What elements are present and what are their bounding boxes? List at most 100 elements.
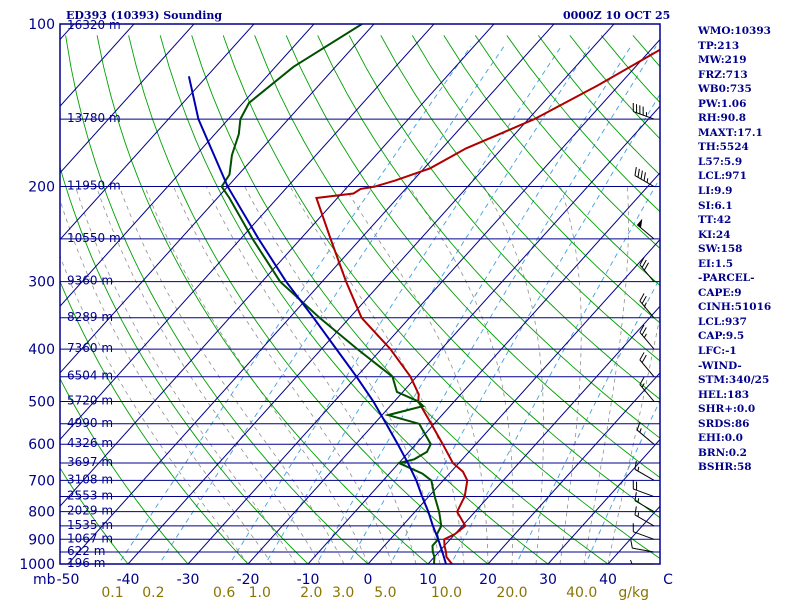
temperature-tick-label: -20 bbox=[237, 572, 260, 588]
wind-barb-staff bbox=[639, 264, 655, 282]
wind-barb-half-flag bbox=[646, 178, 649, 183]
dry-adiabat-line bbox=[411, 35, 660, 324]
isotherms bbox=[60, 24, 660, 564]
wind-barb-staff bbox=[634, 500, 655, 513]
wind-barb bbox=[634, 167, 655, 187]
moist-adiabat-line bbox=[60, 255, 249, 564]
wind-barb-flag bbox=[639, 352, 645, 361]
sounding-index-item: -PARCEL- bbox=[698, 272, 755, 285]
temperature-tick-label: -10 bbox=[297, 572, 320, 588]
height-label: 1535 m bbox=[67, 518, 113, 532]
temperature-tick-label: 20 bbox=[479, 572, 497, 588]
wind-barb bbox=[634, 506, 655, 527]
sounding-index-item: HEL:183 bbox=[698, 388, 750, 401]
wind-barb bbox=[636, 218, 655, 240]
height-label: 16320 m bbox=[67, 18, 121, 32]
sounding-index-item: CAP:9.5 bbox=[698, 330, 745, 343]
wind-barb-staff bbox=[636, 429, 655, 445]
mixing-ratio-line bbox=[347, 46, 657, 564]
wind-barb-staff bbox=[633, 531, 655, 540]
pressure-tick-label: 700 bbox=[28, 473, 55, 489]
sounding-index-item: L57:5.9 bbox=[698, 155, 743, 168]
wind-barb-flag bbox=[634, 492, 637, 501]
sounding-index-item: LCL:971 bbox=[698, 170, 747, 183]
mixing-ratio-label: 2.0 bbox=[300, 585, 322, 600]
moist-adiabat-line bbox=[408, 186, 514, 564]
isotherm-line bbox=[60, 24, 255, 241]
height-label: 10550 m bbox=[67, 231, 121, 245]
wind-barb-pennant bbox=[637, 218, 643, 228]
wind-barb bbox=[634, 492, 655, 513]
wind-barb-half-flag bbox=[639, 428, 642, 433]
mixing-ratio-line bbox=[117, 46, 472, 564]
sounding-index-item: -WIND- bbox=[698, 359, 742, 372]
mixing-ratio-line bbox=[515, 277, 660, 564]
wind-barb-flag bbox=[643, 172, 646, 181]
isotherm-line bbox=[67, 24, 555, 564]
wind-barb-flag bbox=[639, 324, 645, 333]
pressure-tick-label: 200 bbox=[28, 180, 55, 196]
wind-barbs bbox=[630, 103, 655, 565]
wind-barb bbox=[639, 293, 655, 319]
plot-frame bbox=[59, 23, 661, 565]
dry-adiabat-line bbox=[285, 35, 660, 479]
height-label: 2029 m bbox=[67, 504, 113, 518]
sounding-index-item: EHI:0.0 bbox=[698, 432, 743, 445]
sounding-index-item: RH:90.8 bbox=[698, 112, 747, 125]
sounding-time: 0000Z 10 OCT 25 bbox=[563, 9, 671, 22]
mixing-ratio-line bbox=[316, 46, 632, 564]
wind-barb-half-flag bbox=[637, 498, 640, 503]
wind-barb bbox=[634, 460, 655, 481]
temperature-tick-label: -40 bbox=[117, 572, 140, 588]
wind-barb bbox=[639, 324, 655, 350]
sounding-index-item: FRZ:713 bbox=[698, 68, 748, 81]
moist-adiabat-line bbox=[244, 186, 441, 564]
height-label: 4990 m bbox=[67, 416, 113, 430]
dry-adiabat-line bbox=[60, 280, 249, 564]
pressure-tick-label: 100 bbox=[28, 17, 55, 33]
dewpoint-line bbox=[220, 24, 443, 564]
wind-barb-flag bbox=[639, 376, 645, 385]
mixing-ratio-label: 0.1 bbox=[101, 585, 123, 600]
sounding-index-item: BRN:0.2 bbox=[698, 446, 747, 459]
wind-barb-staff bbox=[634, 175, 655, 187]
height-label: 4326 m bbox=[67, 436, 113, 450]
dry-adiabat-line bbox=[443, 35, 660, 287]
isotherm-line bbox=[547, 438, 660, 564]
sounding-index-item: TT:42 bbox=[698, 214, 732, 227]
mixing-ratio-line bbox=[450, 177, 660, 564]
wind-barb-half-flag bbox=[643, 302, 647, 307]
height-label: 622 m bbox=[67, 544, 105, 558]
wind-barb-half-flag bbox=[630, 559, 633, 565]
temperature-tick-label: 40 bbox=[599, 572, 617, 588]
wind-barb-flag bbox=[641, 327, 647, 336]
mixing-ratio-label: 20.0 bbox=[496, 585, 527, 600]
height-label: 2553 m bbox=[67, 489, 113, 503]
wind-barb-flag bbox=[637, 168, 640, 178]
pressure-tick-label: 900 bbox=[28, 532, 55, 548]
mixing-ratio-label: 5.0 bbox=[374, 585, 396, 600]
height-label: 6504 m bbox=[67, 369, 113, 383]
wind-barb-staff bbox=[633, 111, 655, 120]
isotherm-line bbox=[307, 172, 660, 564]
wind-barb bbox=[630, 559, 654, 565]
mixing-ratio-label: 1.0 bbox=[249, 585, 271, 600]
mixing-ratio-label: 3.0 bbox=[332, 585, 354, 600]
dry-adiabat-line bbox=[317, 35, 660, 439]
sounding-index-item: CINH:51016 bbox=[698, 301, 772, 314]
dry-adiabat-line bbox=[60, 377, 189, 564]
sounding-index-item: CAPE:9 bbox=[698, 286, 742, 299]
wind-barb-flag bbox=[634, 167, 637, 176]
sounding-index-item: LI:9.9 bbox=[698, 185, 733, 198]
wind-barb-half-flag bbox=[641, 383, 645, 388]
sounding-index-item: MAXT:17.1 bbox=[698, 126, 763, 139]
wind-barb-half-flag bbox=[637, 512, 640, 517]
moist-adiabat-line bbox=[60, 198, 273, 564]
wind-barb-flag bbox=[636, 421, 641, 431]
sounding-profiles bbox=[187, 24, 660, 564]
pressure-tick-label: 1000 bbox=[19, 557, 55, 573]
height-label: 13780 m bbox=[67, 111, 121, 125]
sounding-index-item: PW:1.06 bbox=[698, 97, 747, 110]
moist-adiabats bbox=[60, 186, 660, 564]
wind-barb bbox=[639, 257, 655, 282]
